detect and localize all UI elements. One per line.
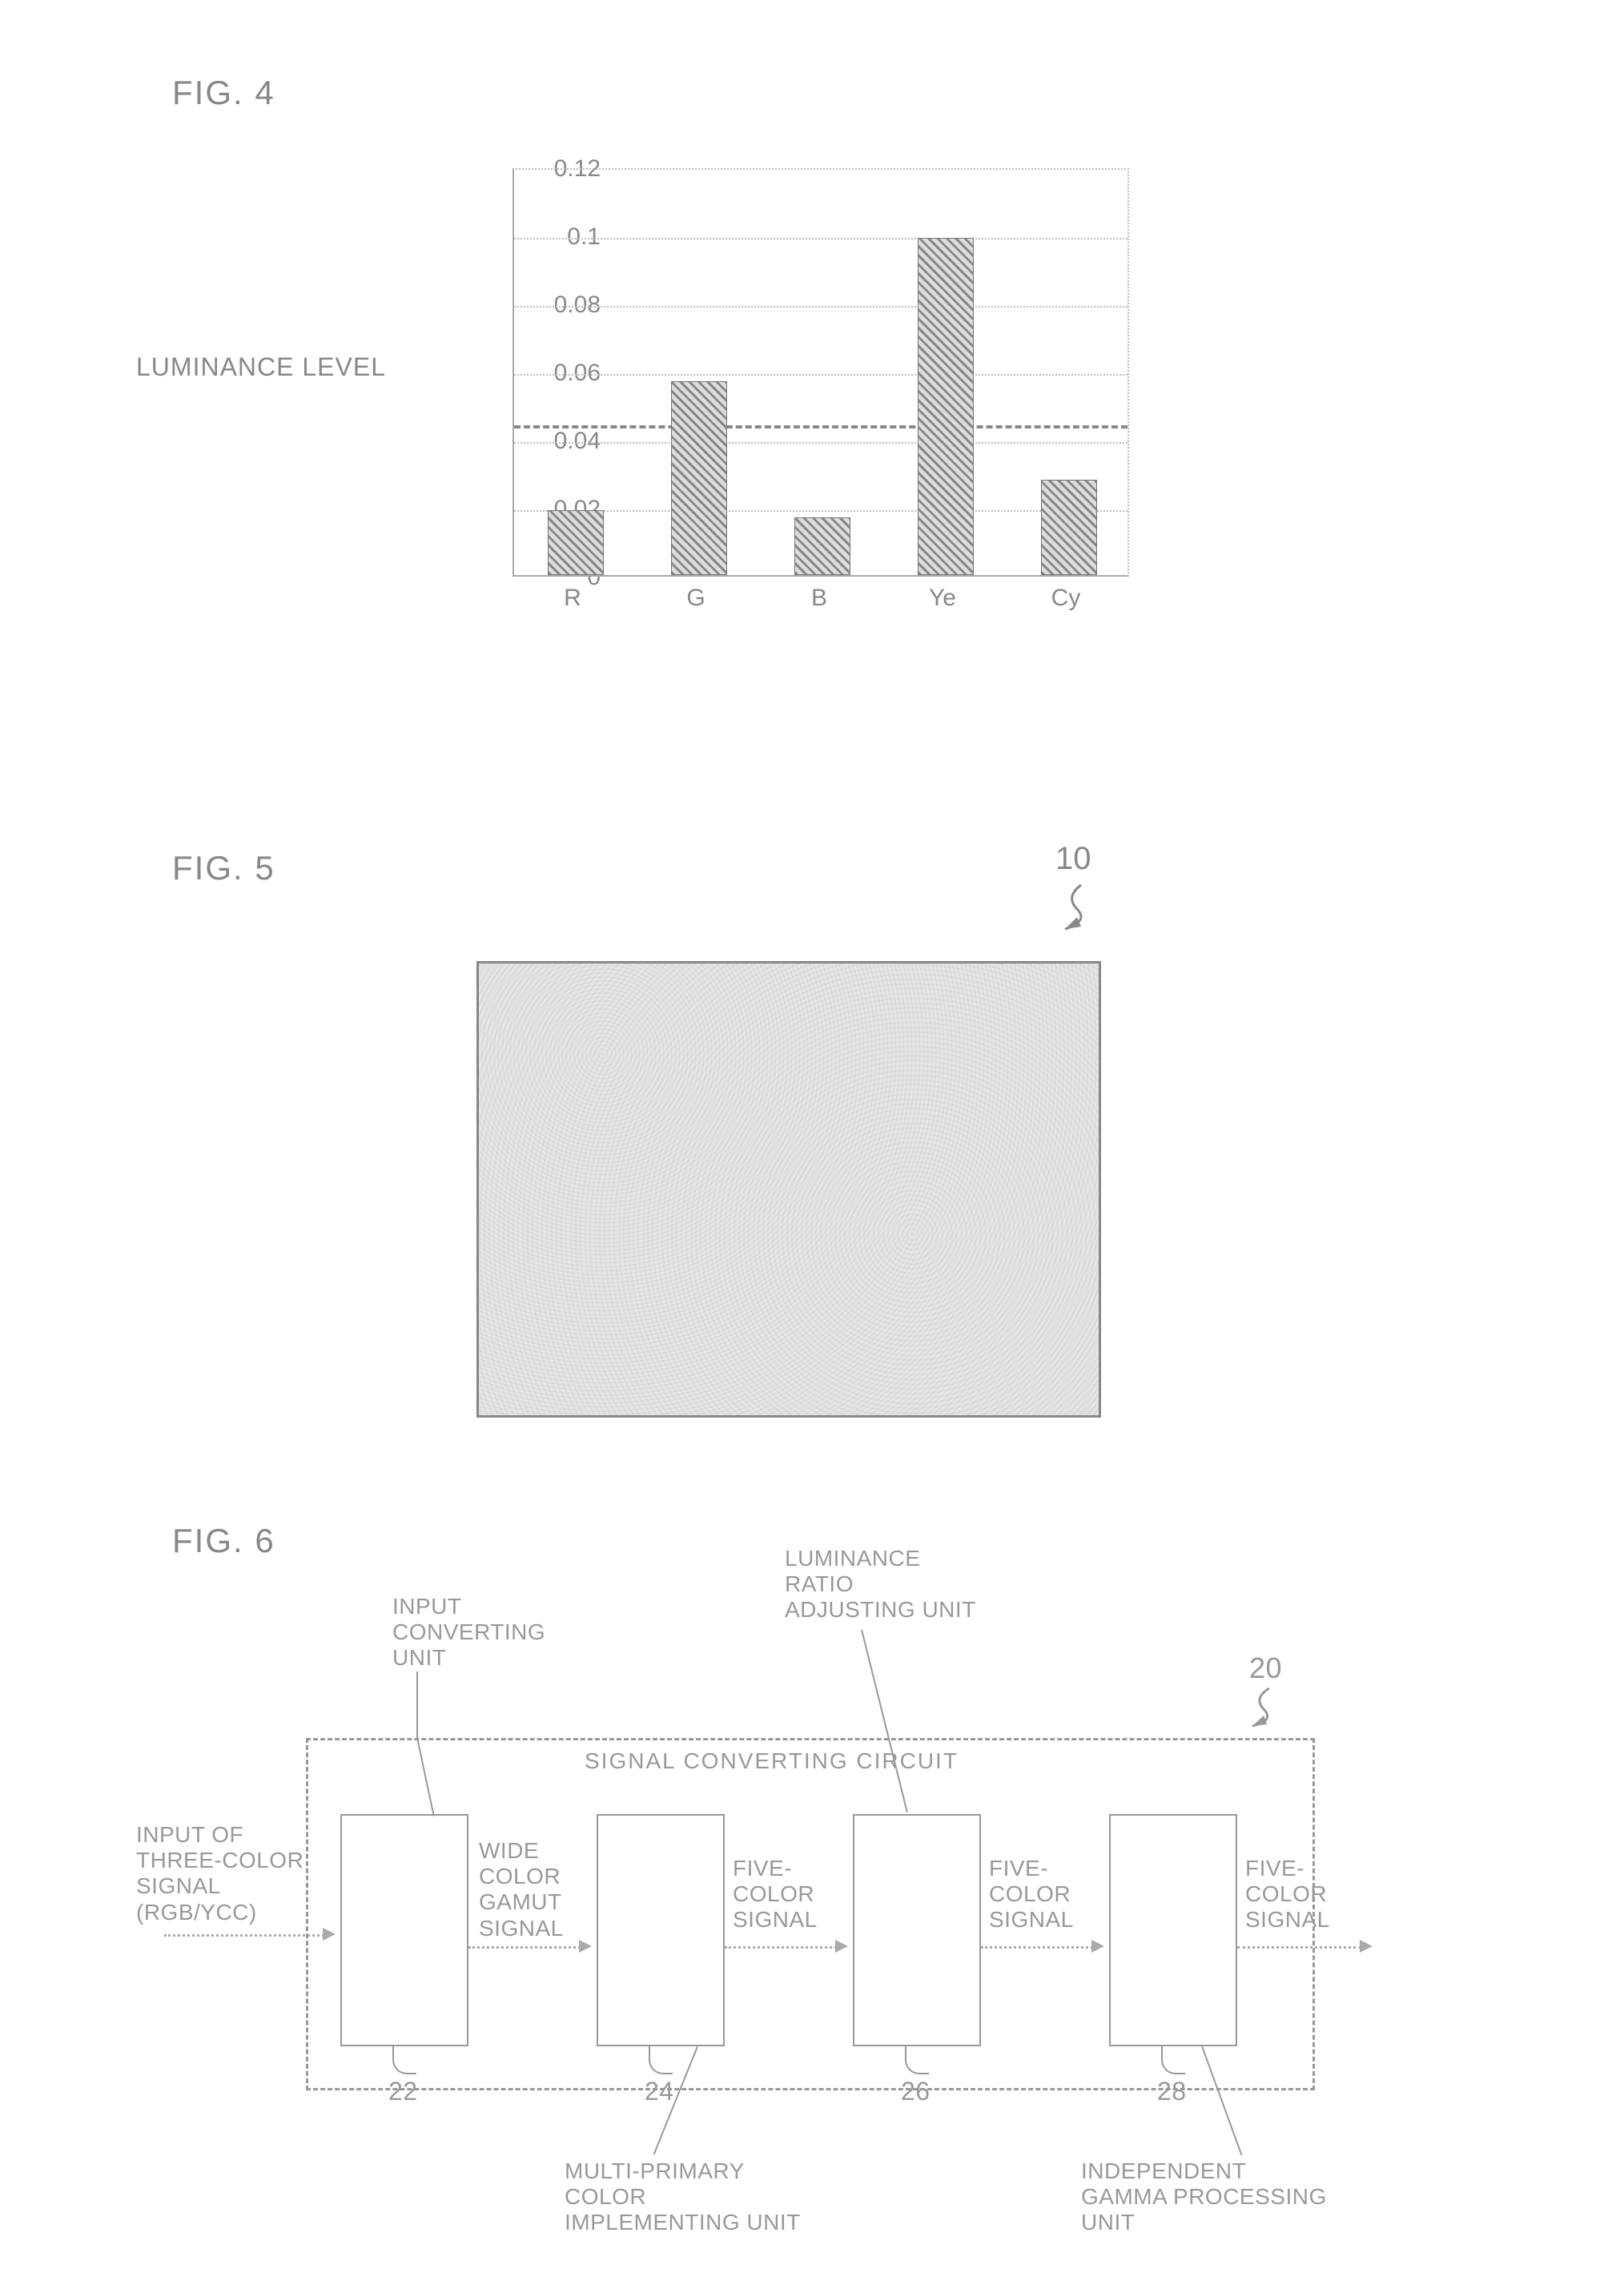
fig5-display-panel [476, 961, 1101, 1418]
fig6-arrowhead-0 [579, 1940, 592, 1953]
fig6-tick-22 [392, 2046, 416, 2074]
fig6-ref20-arrow-icon [1225, 1682, 1289, 1738]
fig4-label: FIG. 4 [172, 74, 275, 112]
fig6-signal-0: WIDE COLOR GAMUT SIGNAL [479, 1838, 564, 1941]
fig4-reference-line [514, 425, 1128, 428]
fig4-bar-R [548, 510, 604, 575]
fig4-bar-B [794, 517, 850, 575]
fig4-plot-area [513, 168, 1129, 577]
fig6-arrowhead-3 [1360, 1940, 1373, 1953]
fig6-ref-22: 22 [388, 2077, 418, 2106]
fig4-grid [514, 442, 1128, 444]
fig4-xtick-0: R [541, 585, 605, 612]
fig4-bar-Ye [918, 238, 974, 575]
fig6-circuit-ref: 20 [1249, 1651, 1282, 1684]
fig6-arrowhead-in [323, 1928, 336, 1941]
fig6-ref-26: 26 [901, 2077, 931, 2106]
fig6-block22-label: INPUT CONVERTING UNIT [392, 1594, 545, 1672]
fig6-block-24 [597, 1814, 725, 2046]
fig4-chart: 0.12 0.1 0.08 0.06 0.04 0.02 0 R G B Ye … [424, 168, 1145, 617]
fig6-ref-28: 28 [1157, 2077, 1187, 2106]
fig4-grid [514, 510, 1128, 512]
fig4-xtick-3: Ye [910, 585, 975, 612]
fig6-circuit-title: SIGNAL CONVERTING CIRCUIT [585, 1748, 959, 1774]
fig6-arrow-0 [468, 1946, 581, 1949]
fig4-xtick-4: Cy [1034, 585, 1098, 612]
fig6-arrowhead-1 [835, 1940, 848, 1953]
fig4-grid [514, 374, 1128, 376]
fig5-label: FIG. 5 [172, 849, 275, 887]
fig4-xtick-2: B [787, 585, 851, 612]
fig4-bar-G [671, 381, 727, 575]
fig6-input-label: INPUT OF THREE-COLOR SIGNAL (RGB/YCC) [136, 1822, 303, 1925]
fig6-tick-24 [649, 2046, 673, 2074]
fig4-y-axis-title: LUMINANCE LEVEL [136, 352, 386, 382]
fig4-grid [514, 238, 1128, 239]
fig6-tick-28 [1161, 2046, 1185, 2074]
fig6-signal-2: FIVE- COLOR SIGNAL [989, 1856, 1074, 1933]
fig6-arrow-3 [1237, 1946, 1361, 1949]
fig6-ref-24: 24 [645, 2077, 674, 2106]
fig6-leader-22v [416, 1672, 418, 1738]
fig5-lead-arrow-icon [1033, 877, 1105, 949]
fig6-block-26 [853, 1814, 981, 2046]
fig6-block26-label: LUMINANCE RATIO ADJUSTING UNIT [785, 1546, 976, 1623]
fig6-arrow-in [164, 1934, 324, 1937]
fig4-grid [514, 306, 1128, 308]
fig6-signal-1: FIVE- COLOR SIGNAL [733, 1856, 818, 1933]
fig6-block-28 [1109, 1814, 1237, 2046]
fig6-block-22 [340, 1814, 468, 2046]
fig6-tick-26 [905, 2046, 929, 2074]
fig5-reference-number: 10 [1055, 841, 1091, 877]
fig6-block28-label: INDEPENDENT GAMMA PROCESSING UNIT [1081, 2158, 1327, 2236]
fig6-arrow-2 [981, 1946, 1093, 1949]
fig6-signal-3: FIVE- COLOR SIGNAL [1245, 1856, 1330, 1933]
fig6-arrow-1 [725, 1946, 837, 1949]
fig4-xtick-1: G [664, 585, 728, 612]
fig4-bar-Cy [1041, 480, 1097, 575]
fig6-arrowhead-2 [1091, 1940, 1104, 1953]
fig6-diagram: 20 SIGNAL CONVERTING CIRCUIT INPUT OF TH… [136, 1526, 1497, 2247]
fig6-block24-label: MULTI-PRIMARY COLOR IMPLEMENTING UNIT [565, 2158, 801, 2236]
